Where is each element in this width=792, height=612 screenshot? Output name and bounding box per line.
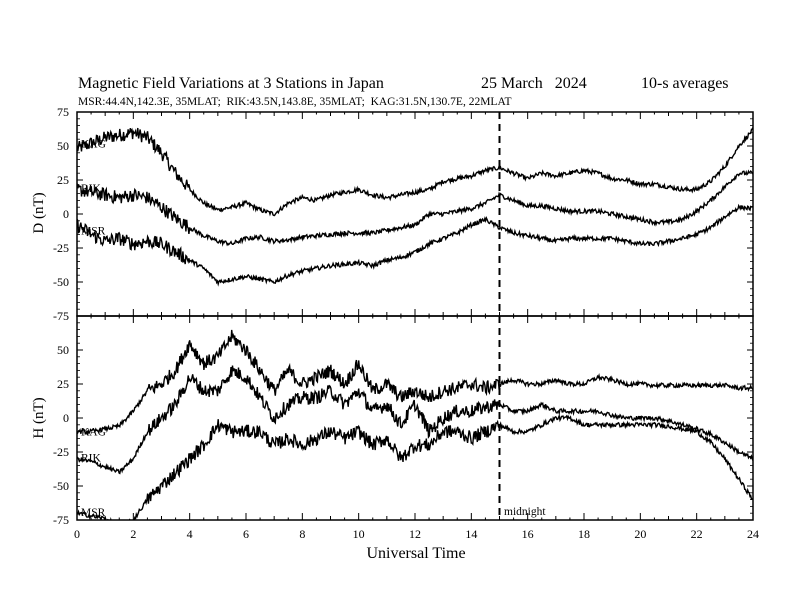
d-y-tick-label: 0 [63,207,69,221]
d-y-tick-label: 75 [57,105,69,119]
h-series-label: KAG [81,427,106,439]
h-y-tick-label: 25 [57,377,69,391]
d-series-kag [77,127,753,217]
d-series-msr [77,203,753,287]
h-series-msr [77,413,753,520]
h-y-tick-label: -50 [53,479,69,493]
x-tick-label: 0 [74,527,80,541]
h-y-tick-label: 0 [63,411,69,425]
h-series-label: MSR [81,507,106,519]
stations-info: MSR:44.4N,142.3E, 35MLAT; RIK:43.5N,143.… [78,96,512,108]
x-tick-label: 10 [353,527,365,541]
chart-date: 25 March 2024 [481,75,587,92]
h-series-label: RIK [81,453,102,465]
d-series-label: MSR [81,225,106,237]
d-axis-label: D (nT) [31,192,47,233]
x-tick-label: 14 [465,527,477,541]
x-tick-label: 8 [299,527,305,541]
h-axis-label: H (nT) [31,397,47,438]
d-y-tick-label: 50 [57,139,69,153]
midnight-annotation: midnight [504,506,546,518]
x-tick-label: 2 [130,527,136,541]
d-panel-frame [76,111,754,317]
d-series-rik [77,169,753,247]
h-series-kag [77,329,753,436]
x-tick-label: 24 [747,527,759,541]
x-tick-label: 12 [409,527,421,541]
d-series-label: RIK [81,183,102,195]
x-tick-label: 20 [634,527,646,541]
d-series-label: KAG [81,138,106,150]
d-y-tick-label: -25 [53,241,69,255]
x-tick-label: 16 [522,527,534,541]
x-tick-label: 4 [187,527,193,541]
h-y-tick-label: -75 [53,513,69,527]
x-axis-label: Universal Time [366,545,465,562]
x-tick-label: 18 [578,527,590,541]
x-tick-label: 6 [243,527,249,541]
x-tick-label: 22 [691,527,703,541]
h-series-rik [77,365,753,475]
h-y-tick-label: -25 [53,445,69,459]
chart-averaging: 10-s averages [641,75,729,92]
d-y-tick-label: 25 [57,173,69,187]
d-y-tick-label: -75 [53,309,69,323]
chart-title: Magnetic Field Variations at 3 Stations … [78,75,384,92]
h-y-tick-label: 50 [57,343,69,357]
d-y-tick-label: -50 [53,275,69,289]
d-panel: 75 50 25 0 -25 -50 -75 KAG RIK MSR [53,105,754,323]
